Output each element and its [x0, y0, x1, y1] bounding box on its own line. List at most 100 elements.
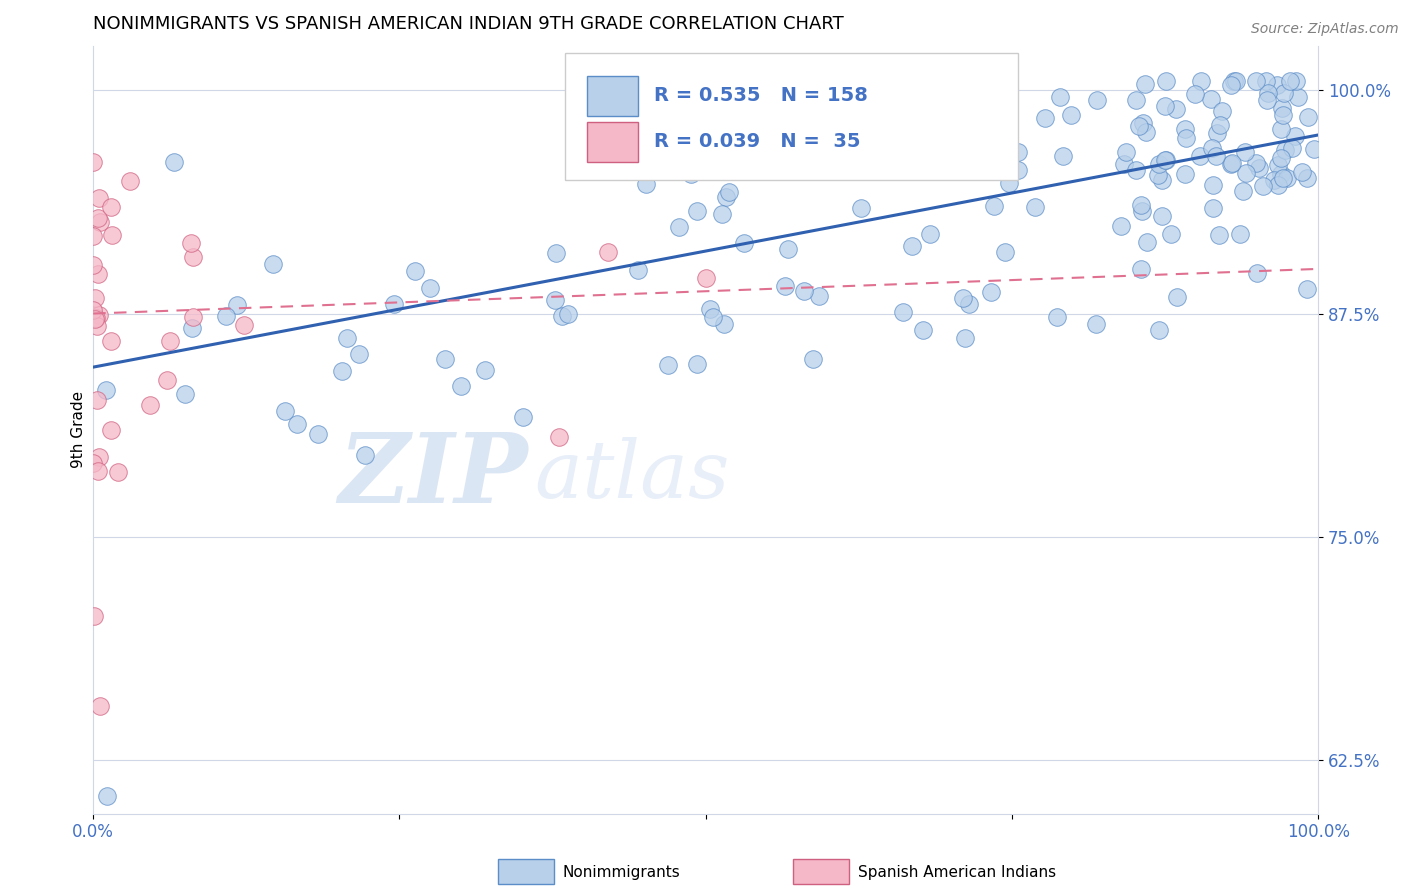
Y-axis label: 9th Grade: 9th Grade: [72, 391, 86, 468]
Point: [1174, 122, 1197, 136]
Point: [1174, 167, 1197, 181]
Point: [1033, 111, 1056, 125]
Text: NONIMMIGRANTS VS SPANISH AMERICAN INDIAN 9TH GRADE CORRELATION CHART: NONIMMIGRANTS VS SPANISH AMERICAN INDIAN…: [93, 15, 844, 33]
Point: [1135, 125, 1157, 139]
Point: [1112, 156, 1135, 170]
Point: [1267, 178, 1289, 192]
Point: [86, 318, 108, 333]
Point: [433, 352, 456, 367]
Point: [474, 363, 496, 377]
Point: [1270, 152, 1292, 166]
Point: [1052, 149, 1074, 163]
Point: [1271, 101, 1294, 115]
Point: [1125, 163, 1147, 178]
Point: [1270, 167, 1292, 181]
Point: [733, 235, 755, 250]
Point: [1147, 323, 1170, 337]
Point: [1219, 78, 1241, 92]
Point: [107, 465, 129, 479]
Point: [347, 347, 370, 361]
Point: [910, 74, 932, 88]
Point: [1229, 227, 1251, 241]
Point: [953, 143, 976, 157]
Point: [1132, 115, 1154, 129]
Point: [1147, 168, 1170, 182]
Point: [901, 239, 924, 253]
Point: [634, 178, 657, 192]
Point: [273, 404, 295, 418]
Point: [1199, 92, 1222, 106]
Point: [963, 120, 986, 135]
Point: [419, 281, 441, 295]
Point: [1275, 171, 1298, 186]
Point: [936, 117, 959, 131]
Point: [748, 101, 770, 115]
Point: [918, 227, 941, 242]
Point: [1007, 145, 1029, 159]
Point: [807, 289, 830, 303]
Point: [1271, 170, 1294, 185]
Point: [1208, 227, 1230, 242]
Point: [773, 278, 796, 293]
Point: [1244, 74, 1267, 88]
Point: [354, 448, 377, 462]
Point: [89, 215, 111, 229]
Point: [82, 456, 104, 470]
Point: [710, 207, 733, 221]
Point: [82, 259, 104, 273]
Point: [156, 373, 179, 387]
Point: [1256, 93, 1278, 107]
Point: [716, 190, 738, 204]
Point: [544, 245, 567, 260]
Point: [100, 334, 122, 348]
Point: [1265, 78, 1288, 92]
Point: [801, 351, 824, 366]
Point: [1251, 179, 1274, 194]
Point: [86, 211, 108, 225]
Point: [84, 312, 107, 326]
Point: [1244, 156, 1267, 170]
Text: ZIP: ZIP: [339, 429, 529, 523]
Text: R = 0.039   N =  35: R = 0.039 N = 35: [654, 132, 860, 151]
Point: [100, 200, 122, 214]
Point: [957, 297, 980, 311]
Point: [215, 309, 238, 323]
Point: [849, 201, 872, 215]
Point: [100, 423, 122, 437]
Point: [82, 302, 104, 317]
Point: [1130, 198, 1153, 212]
Point: [1284, 74, 1306, 88]
Point: [793, 284, 815, 298]
Point: [96, 789, 118, 803]
Point: [544, 293, 567, 307]
Point: [991, 142, 1014, 156]
Point: [101, 228, 124, 243]
Point: [1046, 310, 1069, 324]
Point: [911, 323, 934, 337]
Point: [450, 379, 472, 393]
Point: [1211, 103, 1233, 118]
Point: [1223, 74, 1246, 88]
Point: [1286, 89, 1309, 103]
Point: [82, 155, 104, 169]
Point: [1225, 74, 1247, 88]
Text: R = 0.535   N = 158: R = 0.535 N = 158: [654, 87, 868, 105]
FancyBboxPatch shape: [586, 121, 638, 161]
Point: [1154, 99, 1177, 113]
Point: [1160, 227, 1182, 241]
Point: [1296, 282, 1319, 296]
Point: [685, 204, 707, 219]
Point: [668, 219, 690, 234]
Point: [1109, 219, 1132, 233]
Point: [262, 257, 284, 271]
Point: [1150, 209, 1173, 223]
Point: [225, 298, 247, 312]
Point: [551, 309, 574, 323]
Point: [1084, 317, 1107, 331]
Point: [1007, 163, 1029, 178]
Point: [336, 331, 359, 345]
Text: Source: ZipAtlas.com: Source: ZipAtlas.com: [1251, 22, 1399, 37]
Point: [713, 317, 735, 331]
Text: Spanish American Indians: Spanish American Indians: [858, 865, 1056, 880]
Point: [1154, 74, 1177, 88]
